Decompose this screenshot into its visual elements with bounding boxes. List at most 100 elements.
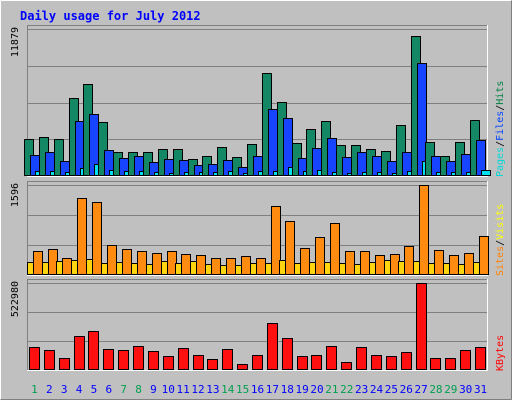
- legend-item-hits: Hits: [495, 81, 506, 105]
- bar-sites-day-27: [419, 185, 429, 275]
- bar-kbytes-day-30: [460, 350, 471, 370]
- bar-hits-day-26: [396, 125, 406, 176]
- bar-kbytes-day-28: [430, 358, 441, 370]
- bar-kbytes-day-24: [371, 355, 382, 370]
- x-tick-label-day-29: 29: [444, 383, 457, 396]
- x-tick-label-day-17: 17: [266, 383, 279, 396]
- x-tick-label-day-3: 3: [61, 383, 68, 396]
- x-tick-label-day-22: 22: [340, 383, 353, 396]
- legend-hits-files-pages: Pages/Files/Hits: [495, 81, 506, 177]
- legend-separator: /: [495, 141, 506, 147]
- bar-sites-day-12: [196, 255, 206, 275]
- bar-sites-day-23: [360, 251, 370, 275]
- bar-files-day-22: [342, 157, 352, 176]
- bar-sites-day-9: [152, 253, 162, 275]
- bar-kbytes-day-29: [445, 358, 456, 370]
- x-tick-label-day-26: 26: [400, 383, 413, 396]
- x-tick-label-day-4: 4: [76, 383, 83, 396]
- x-tick-label-day-10: 10: [162, 383, 175, 396]
- bar-kbytes-day-14: [222, 349, 233, 370]
- bar-sites-day-19: [300, 248, 310, 275]
- x-tick-label-day-11: 11: [177, 383, 190, 396]
- x-tick-label-day-13: 13: [206, 383, 219, 396]
- legend-item-sites: Sites: [495, 246, 506, 276]
- bar-kbytes-day-11: [178, 348, 189, 370]
- bar-kbytes-day-21: [326, 346, 337, 370]
- bar-kbytes-day-17: [267, 323, 278, 370]
- bar-files-day-18: [283, 118, 293, 176]
- x-tick-label-day-21: 21: [325, 383, 338, 396]
- bar-kbytes-day-26: [401, 352, 412, 370]
- bar-sites-day-5: [92, 202, 102, 275]
- bar-kbytes-day-12: [193, 355, 204, 370]
- bar-sites-day-11: [181, 254, 191, 275]
- bar-kbytes-day-3: [59, 358, 70, 370]
- bar-sites-day-17: [271, 206, 281, 275]
- chart-title: Daily usage for July 2012: [20, 9, 201, 23]
- bar-sites-day-22: [345, 251, 355, 275]
- bar-kbytes-day-31: [475, 347, 486, 370]
- x-tick-label-day-28: 28: [429, 383, 442, 396]
- bar-kbytes-day-10: [163, 356, 174, 370]
- x-tick-label-day-20: 20: [310, 383, 323, 396]
- bar-kbytes-day-19: [297, 356, 308, 370]
- x-tick-label-day-18: 18: [281, 383, 294, 396]
- bar-kbytes-day-25: [386, 356, 397, 370]
- bar-kbytes-day-13: [207, 359, 218, 370]
- bar-sites-day-8: [137, 251, 147, 275]
- bar-sites-day-13: [211, 258, 221, 275]
- x-tick-label-day-9: 9: [150, 383, 157, 396]
- x-tick-label-day-16: 16: [251, 383, 264, 396]
- legend-visits-sites: Sites/Visits: [495, 204, 506, 276]
- legend-item-kbytes: KBytes: [495, 335, 506, 371]
- bar-kbytes-day-8: [133, 346, 144, 370]
- x-tick-label-day-23: 23: [355, 383, 368, 396]
- bar-kbytes-day-5: [88, 331, 99, 370]
- legend-separator: /: [495, 240, 506, 246]
- bar-sites-day-6: [107, 245, 117, 275]
- x-tick-label-day-27: 27: [414, 383, 427, 396]
- bar-sites-day-7: [122, 249, 132, 275]
- x-tick-label-day-25: 25: [385, 383, 398, 396]
- bar-sites-day-21: [330, 223, 340, 275]
- x-tick-label-day-31: 31: [474, 383, 487, 396]
- bar-sites-day-15: [241, 256, 251, 275]
- x-tick-label-day-8: 8: [135, 383, 142, 396]
- bar-hits-day-6: [98, 122, 108, 176]
- x-tick-label-day-2: 2: [46, 383, 53, 396]
- bar-files-day-21: [327, 138, 337, 176]
- x-tick-label-day-7: 7: [120, 383, 127, 396]
- legend-item-pages: Pages: [495, 147, 506, 177]
- bar-kbytes-day-7: [118, 350, 129, 370]
- bar-sites-day-31: [479, 236, 489, 275]
- y-max-label: 11879: [10, 27, 21, 57]
- bar-sites-day-1: [33, 251, 43, 275]
- legend-item-files: Files: [495, 111, 506, 141]
- panel-kbytes: 522980 KBytes: [10, 279, 506, 371]
- bar-hits-day-3: [54, 139, 64, 176]
- legend-kbytes: KBytes: [495, 335, 506, 371]
- bar-kbytes-day-15: [237, 364, 248, 370]
- legend-item-visits: Visits: [495, 204, 506, 240]
- bar-kbytes-day-9: [148, 351, 159, 370]
- bar-sites-day-14: [226, 258, 236, 275]
- legend-separator: /: [495, 105, 506, 111]
- bar-kbytes-day-22: [341, 362, 352, 370]
- bar-sites-day-16: [256, 258, 266, 275]
- x-tick-label-day-14: 14: [221, 383, 235, 396]
- bar-kbytes-day-2: [44, 350, 55, 370]
- bar-sites-day-24: [375, 255, 385, 275]
- bar-sites-day-29: [449, 255, 459, 275]
- x-tick-label-day-15: 15: [236, 383, 249, 396]
- x-tick-label-day-19: 19: [295, 383, 308, 396]
- bar-kbytes-day-4: [74, 336, 85, 370]
- bar-sites-day-30: [464, 253, 474, 275]
- bar-sites-day-20: [315, 237, 325, 275]
- bar-kbytes-day-18: [282, 338, 293, 370]
- bar-hits-day-15: [232, 157, 242, 176]
- bar-kbytes-day-6: [103, 349, 114, 370]
- panel-visits-sites: 1596 Sites/Visits: [10, 181, 506, 276]
- x-tick-label-day-5: 5: [91, 383, 98, 396]
